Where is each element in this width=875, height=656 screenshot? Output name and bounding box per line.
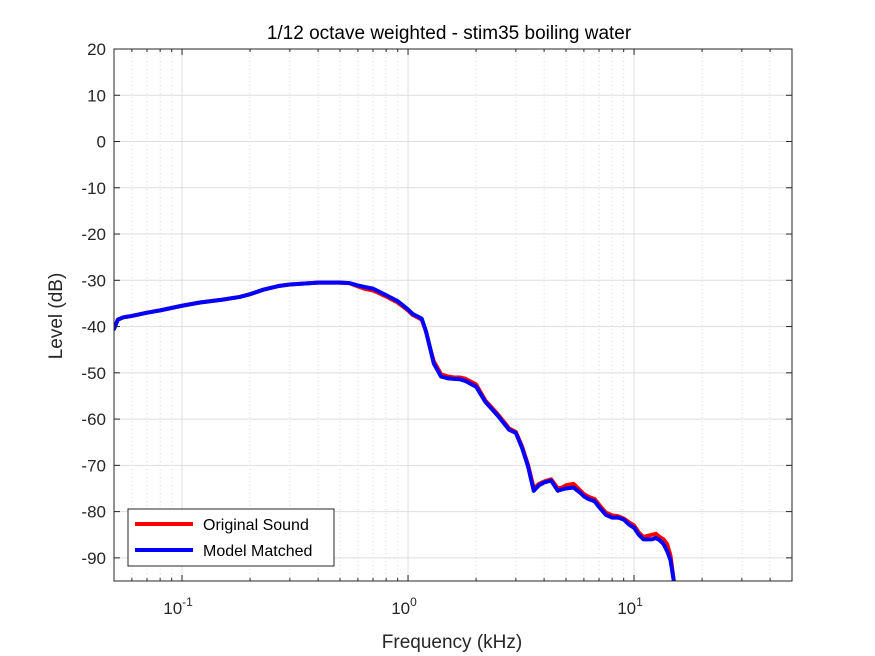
- y-tick-label: -20: [81, 225, 106, 244]
- y-tick-label: -10: [81, 179, 106, 198]
- legend-label-model: Model Matched: [203, 543, 312, 560]
- legend-box: [127, 508, 335, 567]
- y-tick-label: -40: [81, 318, 106, 337]
- y-tick-label: -30: [81, 271, 106, 290]
- series-line-model-matched: [114, 280, 676, 581]
- x-tick-label: 10-1: [163, 595, 193, 618]
- y-tick-label: 0: [97, 133, 106, 152]
- y-tick-label: -60: [81, 410, 106, 429]
- legend-label-original: Original Sound: [203, 517, 309, 534]
- plot-frame: [113, 48, 793, 582]
- y-tick-label: -80: [81, 503, 106, 522]
- x-axis-label: Frequency (kHz): [382, 632, 522, 653]
- legend: Original Sound Model Matched: [127, 508, 335, 567]
- y-tick-label: 20: [87, 40, 106, 59]
- y-tick-label: 10: [87, 86, 106, 105]
- y-axis-label: Level (dB): [46, 273, 67, 360]
- y-tick-labels: 20 10 0 -10 -20 -30 -40 -50 -60 -70 -80 -90: [81, 40, 106, 568]
- x-tick-labels: 10-1 100 101: [163, 595, 643, 618]
- y-tick-label: -50: [81, 364, 106, 383]
- x-tick-label: 100: [391, 595, 417, 618]
- y-tick-label: -70: [81, 456, 106, 475]
- x-tick-label: 101: [617, 595, 643, 618]
- chart-title: 1/12 octave weighted - stim35 boiling wa…: [267, 23, 632, 44]
- axis-ticks: [113, 48, 793, 581]
- y-tick-label: -90: [81, 549, 106, 568]
- series-layer: [114, 280, 676, 581]
- plot-area: [114, 49, 792, 581]
